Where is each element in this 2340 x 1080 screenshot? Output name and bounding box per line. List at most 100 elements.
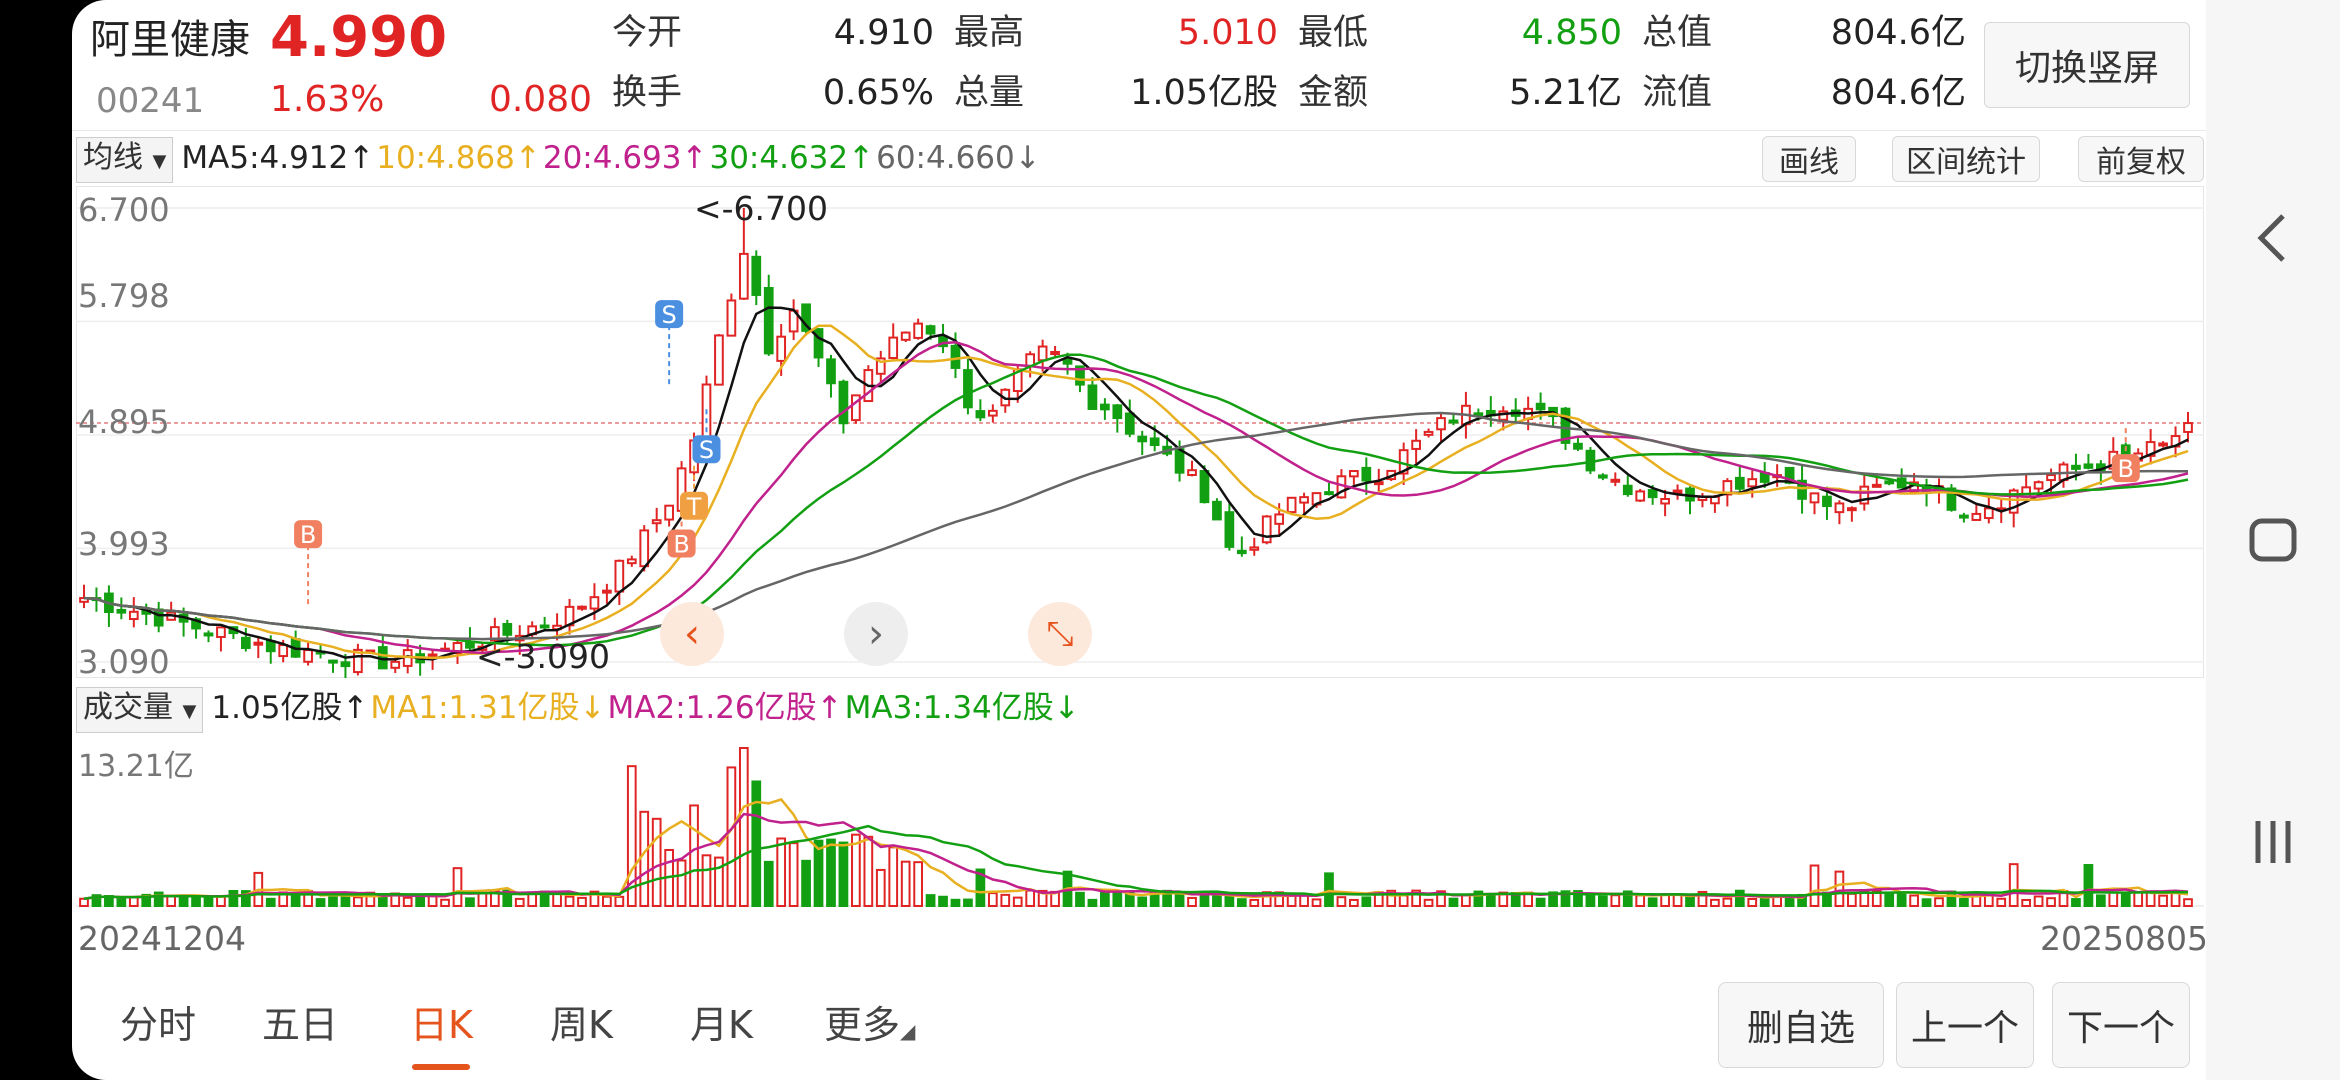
candle <box>851 394 861 422</box>
volume-bar <box>1983 894 1994 908</box>
volume-bar <box>726 766 737 907</box>
volume-bar <box>116 897 127 908</box>
tab-monthly-k[interactable]: 月K <box>690 1003 753 1047</box>
volume-bar <box>2133 891 2144 908</box>
volume-bar <box>2108 891 2119 908</box>
home-button[interactable] <box>2206 480 2340 600</box>
candle <box>203 632 214 637</box>
volume-bar <box>1585 895 1596 907</box>
volume-bar <box>1784 897 1795 907</box>
volume-bar <box>315 898 326 908</box>
tab-intraday[interactable]: 分时 <box>120 1003 197 1047</box>
volume-ma-line <box>83 798 2189 900</box>
forward-adjust-button[interactable]: 前复权 <box>2078 136 2204 182</box>
volume-bar <box>639 810 650 907</box>
tab-daily-k[interactable]: 日K <box>410 1003 473 1047</box>
candle <box>153 608 164 627</box>
candle <box>1274 513 1285 525</box>
quote-label: 金额 <box>1298 73 1369 113</box>
candle <box>1871 483 1882 488</box>
volume-bar <box>763 860 774 907</box>
dropdown-triangle-icon: ▼ <box>182 700 197 722</box>
candle <box>1784 466 1795 484</box>
volume-bar <box>1846 892 1857 908</box>
quote-label: 最高 <box>954 13 1025 53</box>
candle <box>1149 437 1160 447</box>
stock-code: 00241 <box>96 81 205 121</box>
recents-button[interactable] <box>2206 782 2340 902</box>
volume-bar <box>2046 897 2056 907</box>
trade-marker-letter: S <box>662 301 677 329</box>
candle <box>1734 476 1745 490</box>
change-amount: 0.080 <box>488 79 592 120</box>
volume-bar <box>141 893 152 907</box>
candle <box>1647 489 1658 499</box>
quote-value: 5.21亿 <box>1509 73 1622 113</box>
volume-bar <box>888 846 899 907</box>
chart-next-button[interactable]: › <box>844 602 908 666</box>
volume-chart[interactable] <box>76 738 2204 908</box>
chevron-right-icon: › <box>868 611 884 657</box>
candle <box>1822 495 1832 508</box>
chart-frame <box>76 186 2204 678</box>
ma60-line <box>83 411 2189 641</box>
volume-bar <box>1411 889 1421 907</box>
candle <box>1722 480 1733 496</box>
ma30-line <box>83 353 2189 647</box>
candle <box>2046 474 2056 482</box>
volume-bar <box>1635 894 1646 908</box>
ma-value: 30:4.632↑ <box>709 140 875 176</box>
remove-watchlist-button[interactable]: 删自选 <box>1718 982 1884 1068</box>
volume-bar <box>1610 894 1621 907</box>
trade-marker-letter: S <box>699 436 714 464</box>
volume-bar <box>1921 898 1932 907</box>
trade-marker-badge <box>680 491 709 520</box>
tab-more[interactable]: 更多◢ <box>824 1006 915 1044</box>
volume-bar <box>527 892 538 908</box>
tab-weekly-k[interactable]: 周K <box>550 1003 613 1047</box>
candle <box>1062 358 1073 365</box>
candle <box>726 299 737 337</box>
volume-bar <box>2071 898 2081 907</box>
previous-stock-button[interactable]: 上一个 <box>1896 982 2034 1068</box>
range-stats-button[interactable]: 区间统计 <box>1892 136 2040 182</box>
chart-collapse-button[interactable]: ⤡ <box>1028 602 1092 666</box>
chart-prev-button[interactable]: ‹ <box>660 602 724 666</box>
volume-selector[interactable]: 成交量 ▼ <box>76 686 204 733</box>
draw-line-button[interactable]: 画线 <box>1762 136 1856 182</box>
volume-bar <box>975 868 986 908</box>
candle <box>1622 484 1633 496</box>
candle <box>1846 507 1857 512</box>
volume-values: 1.05亿股↑MA1:1.31亿股↓MA2:1.26亿股↑MA3:1.34亿股↓ <box>211 690 1081 726</box>
candle <box>1349 470 1359 478</box>
volume-bar <box>1075 891 1085 907</box>
volume-bar <box>265 897 276 907</box>
volume-bar <box>1012 896 1023 908</box>
candle <box>1423 430 1434 436</box>
volume-bar <box>1560 890 1571 907</box>
quote-value: 804.6亿 <box>1830 73 1966 113</box>
ma-values: MA5:4.912↑10:4.868↑20:4.693↑30:4.632↑60:… <box>181 140 1042 176</box>
volume-bar <box>826 838 836 907</box>
volume-bar <box>1025 889 1036 908</box>
candle <box>2158 442 2168 447</box>
candle <box>938 335 948 348</box>
next-stock-button[interactable]: 下一个 <box>2052 982 2190 1068</box>
ma-selector[interactable]: 均线 ▼ <box>76 136 174 183</box>
tab-five-day[interactable]: 五日 <box>262 1003 339 1047</box>
volume-bar <box>1423 898 1434 907</box>
candle <box>1199 470 1210 504</box>
switch-portrait-button[interactable]: 切换竖屏 <box>1984 22 2190 108</box>
volume-bar <box>228 889 239 907</box>
volume-bar <box>701 854 712 907</box>
volume-bar <box>925 894 936 907</box>
candle <box>2071 464 2081 470</box>
candle <box>1809 492 1820 504</box>
candle <box>925 325 936 335</box>
candle <box>1187 469 1197 477</box>
candle <box>328 659 338 664</box>
volume-bar <box>1535 897 1546 908</box>
trade-marker-letter: B <box>2118 455 2134 483</box>
back-button[interactable] <box>2206 178 2340 298</box>
